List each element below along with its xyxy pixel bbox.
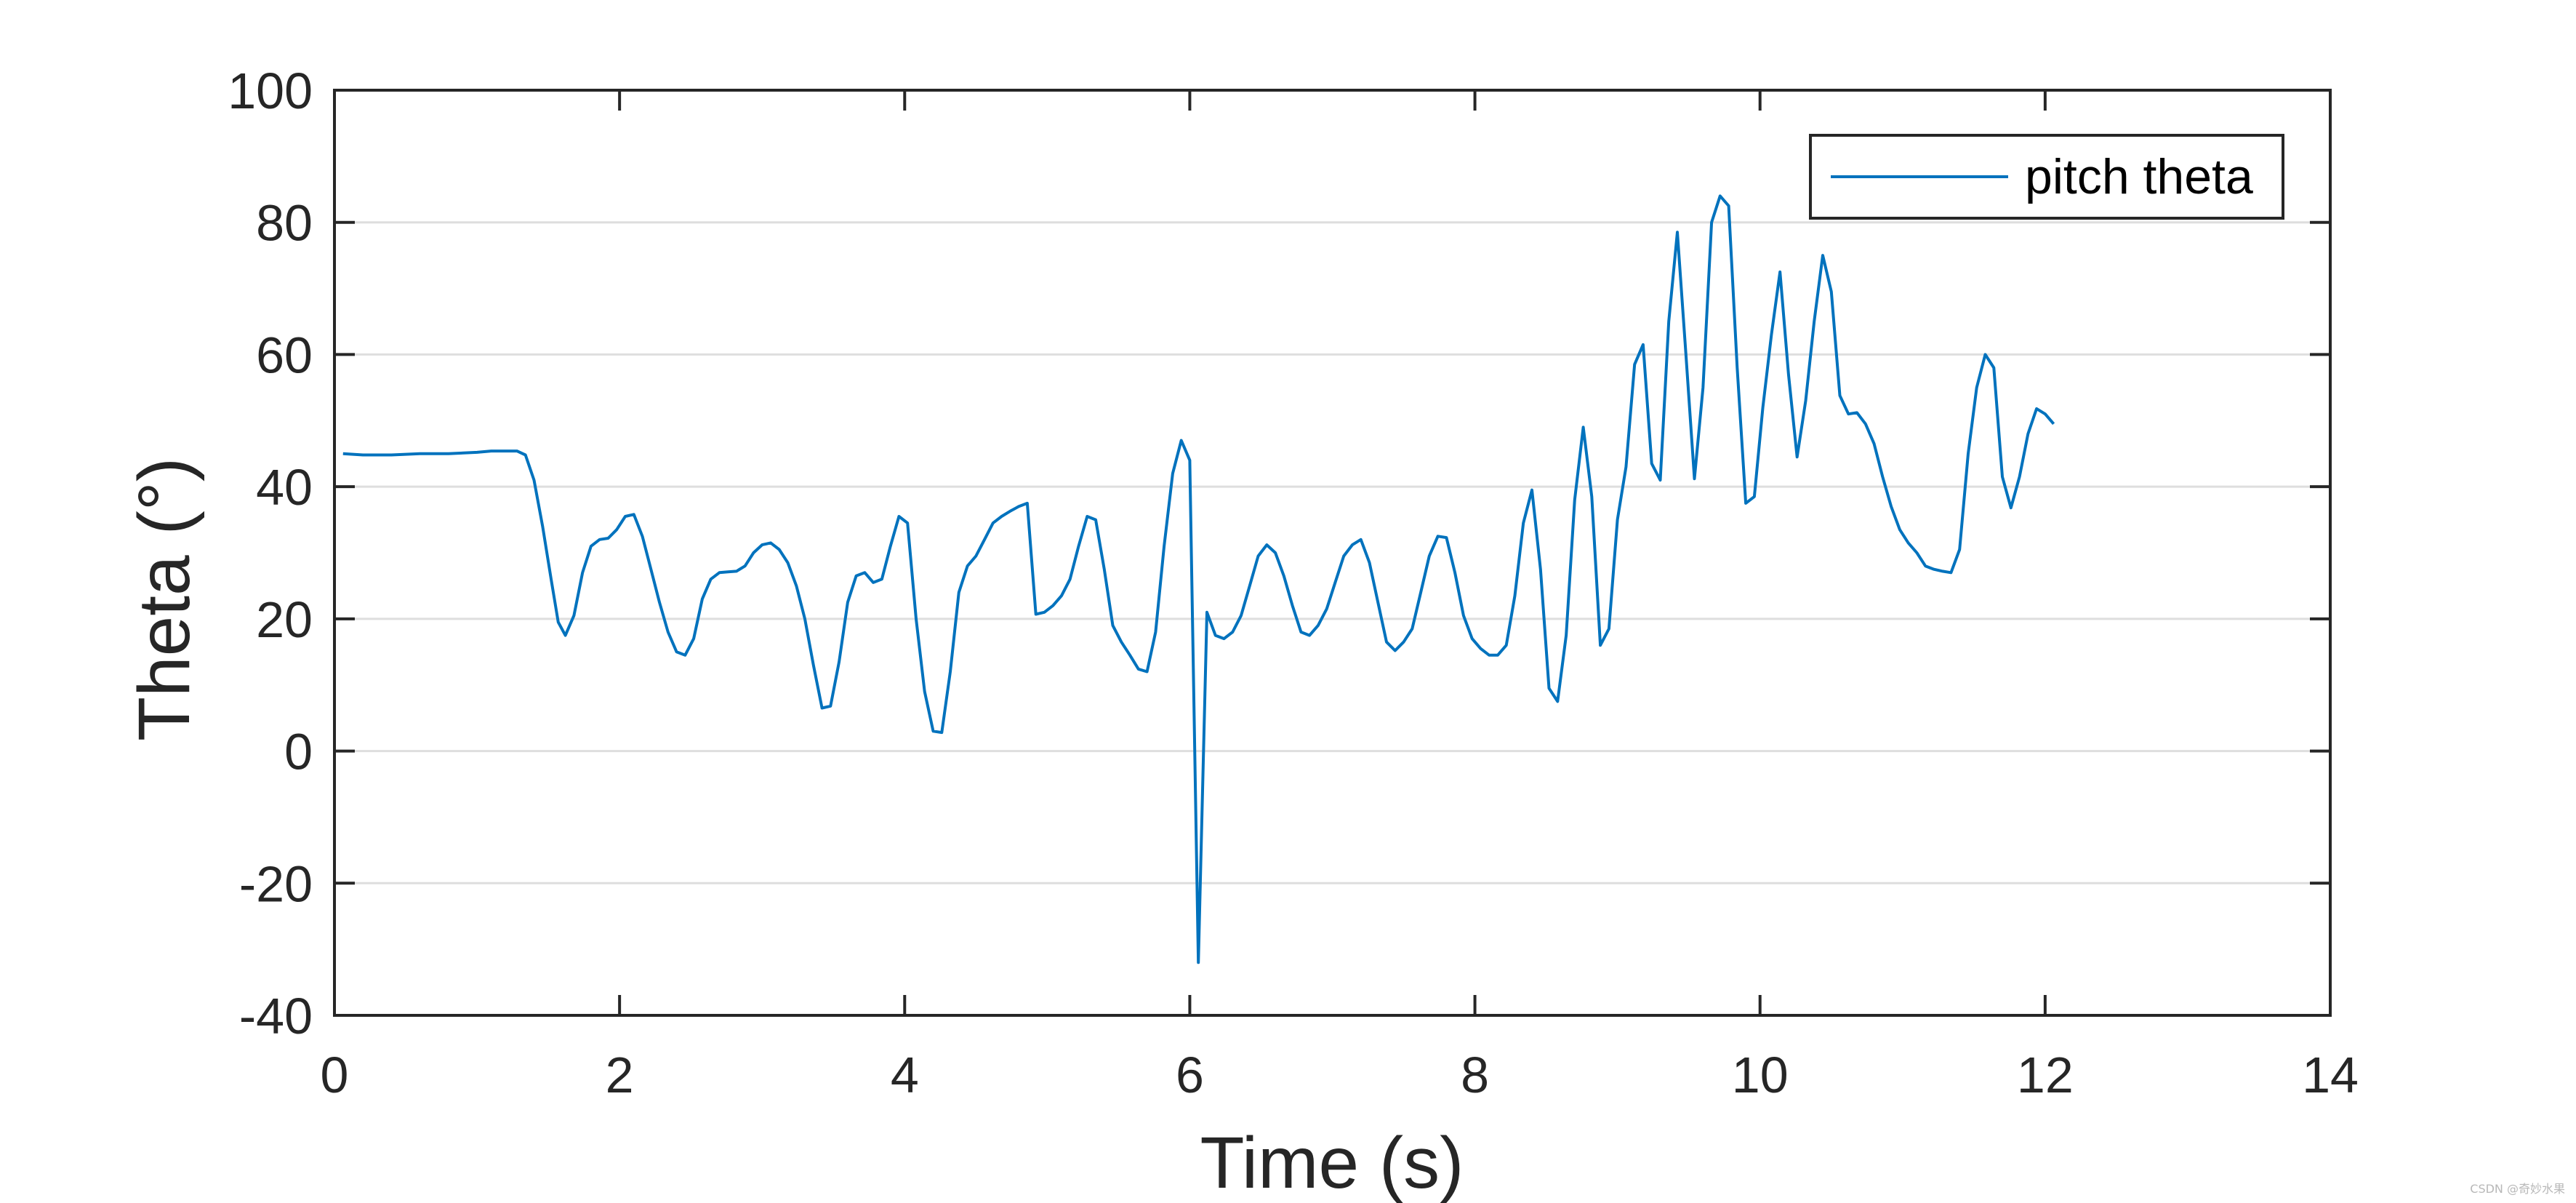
y-axis-title: Theta (°) (124, 457, 205, 741)
x-tick-label-4: 4 (891, 1047, 919, 1103)
x-tick-label-14: 14 (2302, 1047, 2359, 1103)
y-tick-label-60: 60 (256, 327, 313, 383)
plot-border (333, 89, 2332, 1017)
x-axis-title: Time (s) (1200, 1122, 1464, 1203)
x-tick-label-0: 0 (321, 1047, 349, 1103)
watermark: CSDN @奇妙水果 (2470, 1182, 2565, 1196)
legend: pitch theta (1809, 134, 2284, 220)
y-tick-label-20: 20 (256, 591, 313, 648)
y-tick-label-100: 100 (228, 63, 313, 119)
plot-line (342, 194, 2055, 964)
x-tick-label-2: 2 (606, 1047, 634, 1103)
x-tick-label-10: 10 (1732, 1047, 1789, 1103)
x-tick-label-12: 12 (2017, 1047, 2074, 1103)
y-tick-label-40: 40 (256, 459, 313, 516)
y-tick-label-80: 80 (256, 195, 313, 252)
y-tick-label--20: -20 (239, 855, 313, 912)
x-tick-label-6: 6 (1176, 1047, 1204, 1103)
tick-marks (333, 89, 2332, 1017)
x-tick-label-8: 8 (1461, 1047, 1489, 1103)
x-tick-labels: 0 2 4 6 8 10 12 14 (321, 1047, 2359, 1103)
axes-frame (333, 89, 2332, 1017)
series-line-pitch-theta (342, 194, 2055, 964)
gridlines (334, 221, 2330, 884)
legend-label-pitch-theta: pitch theta (2025, 149, 2253, 204)
y-tick-label-0: 0 (284, 724, 313, 780)
y-tick-label--40: -40 (239, 988, 313, 1044)
y-tick-labels: -40 -20 0 20 40 60 80 100 (228, 63, 313, 1044)
